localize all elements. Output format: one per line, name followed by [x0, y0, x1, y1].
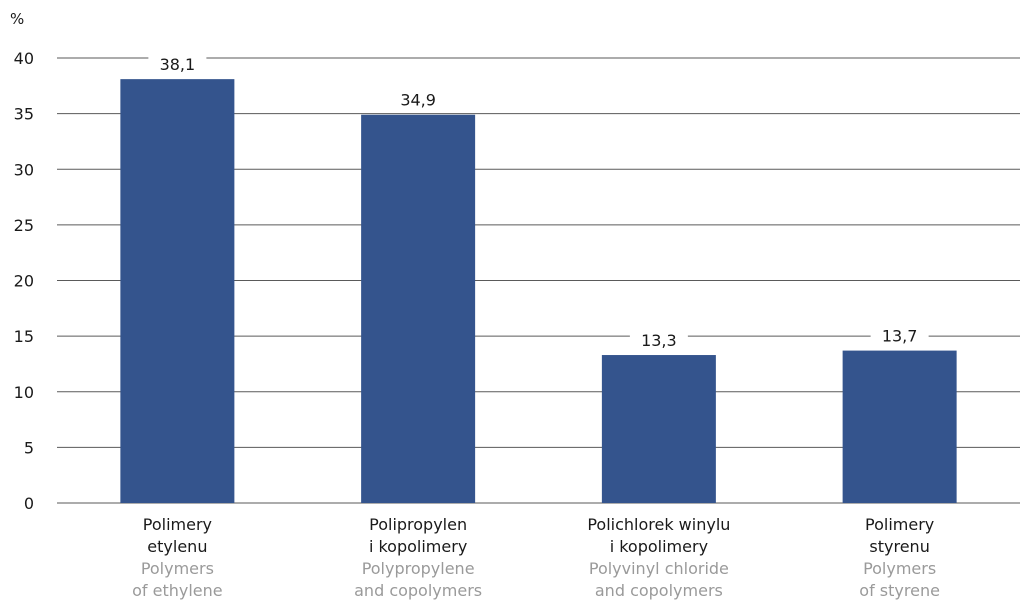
category-label-pl: etylenu: [147, 537, 207, 556]
category-label-en: of styrene: [859, 581, 940, 600]
value-label-backdrop: [629, 327, 688, 352]
y-tick-label: 25: [14, 216, 34, 235]
data-label: 34,9: [400, 91, 436, 110]
bar: [361, 114, 476, 504]
bar: [601, 355, 716, 503]
value-label-backdrop: [389, 86, 448, 111]
value-label-backdrop: [148, 51, 207, 76]
category-label-pl: Polimery: [143, 515, 212, 534]
category-label-en: and copolymers: [595, 581, 723, 600]
category-label-pl: styrenu: [869, 537, 929, 556]
y-tick-label: 5: [24, 438, 34, 457]
data-label: 13,7: [882, 327, 918, 346]
category-label-en: Polyvinyl chloride: [589, 559, 729, 578]
category-label-en: Polymers: [141, 559, 214, 578]
category-label-pl: Polichlorek winylu: [587, 515, 730, 534]
value-label-backdrop: [870, 322, 929, 347]
y-tick-label: 40: [14, 49, 34, 68]
category-label-pl: Polipropylen: [369, 515, 467, 534]
bars: [120, 51, 957, 504]
data-label: 13,3: [641, 331, 677, 350]
bar: [842, 350, 957, 503]
category-label-pl: i kopolimery: [369, 537, 467, 556]
category-label-en: of ethylene: [132, 581, 223, 600]
y-tick-label: 10: [14, 383, 34, 402]
category-label-pl: i kopolimery: [610, 537, 708, 556]
bar: [120, 79, 235, 503]
y-tick-label: 15: [14, 327, 34, 346]
data-label: 38,1: [160, 55, 196, 74]
y-axis-unit-label: %: [10, 10, 24, 28]
category-label-en: and copolymers: [354, 581, 482, 600]
labels: 0 5 10 15 20 25 30 35 40 38,1 Polimery etylenu Polym…: [14, 49, 940, 600]
category-label-pl: Polimery: [865, 515, 934, 534]
y-tick-label: 35: [14, 105, 34, 124]
category-label-en: Polymers: [863, 559, 936, 578]
y-tick-label: 0: [24, 494, 34, 513]
y-tick-label: 30: [14, 160, 34, 179]
category-label-en: Polypropylene: [362, 559, 475, 578]
y-tick-label: 20: [14, 272, 34, 291]
